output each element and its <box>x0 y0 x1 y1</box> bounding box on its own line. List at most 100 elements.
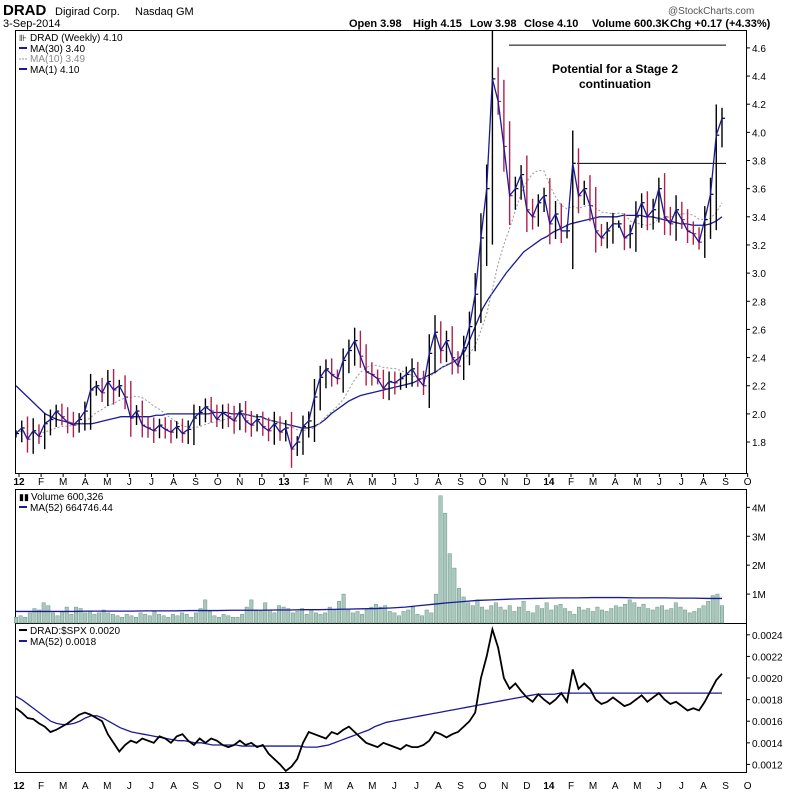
volume-bar <box>198 608 203 624</box>
x-axis-label: F <box>303 477 309 488</box>
volume-bar <box>415 614 420 624</box>
volume-bar <box>604 611 609 624</box>
volume-bar <box>373 603 378 624</box>
legend-volume: Volume 600,326 <box>31 492 104 503</box>
volume-bar <box>655 606 660 624</box>
high-value: High 4.15 <box>413 18 462 30</box>
volume-bar <box>378 606 383 624</box>
volume-bar <box>74 606 78 624</box>
volume-bar <box>586 608 591 624</box>
volume-bar <box>55 615 60 624</box>
volume-bar <box>50 612 55 624</box>
x-axis-label-bottom: A <box>82 781 89 792</box>
ratio-y-tick-label: 0.0020 <box>752 674 783 685</box>
price-y-tick-label: 2.6 <box>752 325 766 336</box>
x-axis-label-bottom: F <box>568 781 574 792</box>
volume-bar <box>683 609 688 624</box>
volume-bar <box>313 612 318 624</box>
volume-bar <box>544 602 549 624</box>
volume-bar <box>277 605 281 624</box>
volume-bar <box>720 605 724 624</box>
volume-bar <box>166 616 171 624</box>
volume-bar <box>97 612 102 624</box>
x-axis-label-bottom: N <box>501 781 508 792</box>
price-y-tick-label: 3.8 <box>752 157 766 168</box>
x-axis-label: A <box>700 477 707 488</box>
volume-bar <box>480 606 485 624</box>
volume-bar <box>115 615 120 624</box>
volume-bar <box>32 608 37 624</box>
volume-bar <box>203 599 208 624</box>
x-axis-label: A <box>435 477 442 488</box>
volume-bar <box>175 615 180 624</box>
close-value: Close 4.10 <box>524 18 578 30</box>
volume-bar <box>180 612 185 624</box>
x-axis-label-bottom: M <box>59 781 67 792</box>
x-axis-label-bottom: J <box>149 781 154 792</box>
volume-bar <box>503 609 508 624</box>
axes: 12 12 F F M M A A M M J J J J A A S S O O N N D D 13 13 F F M M A A M M J J… <box>13 473 752 792</box>
ratio-panel: 0.0024 0.0022 0.0020 0.0018 0.0016 0.0014 0.00… <box>15 625 783 773</box>
volume-bar <box>420 615 425 624</box>
volume-legend: ▮▮ Volume 600,326 MA(52) 664746.44 <box>19 492 113 514</box>
x-axis-label-bottom: A <box>612 781 619 792</box>
volume-bar <box>64 606 69 624</box>
volume-bar <box>300 608 305 624</box>
volume-bar <box>613 605 618 624</box>
volume-bar <box>286 608 291 624</box>
x-axis-label-bottom: S <box>722 781 729 792</box>
x-axis-label-bottom: D <box>258 781 265 792</box>
price-y-tick-label: 4.6 <box>752 44 766 55</box>
x-axis-label: F <box>568 477 574 488</box>
x-axis-label-bottom: A <box>700 781 707 792</box>
x-axis-label: D <box>258 477 265 488</box>
volume-bar <box>484 609 489 624</box>
volume-bar <box>263 602 268 624</box>
volume-bar <box>567 611 572 624</box>
price-y-tick-label: 4.2 <box>752 100 766 111</box>
volume-bar <box>530 612 535 624</box>
volume-bar <box>327 606 332 624</box>
x-axis-label: J <box>127 477 132 488</box>
volume-bar <box>632 602 637 624</box>
volume-bar <box>696 608 701 624</box>
x-axis-label: M <box>368 477 376 488</box>
x-axis-label-bottom: A <box>347 781 354 792</box>
volume-bar <box>710 595 715 624</box>
ratio-line <box>15 625 723 773</box>
volume-bar <box>309 609 314 624</box>
volume-bar <box>410 606 415 624</box>
volume-bar <box>318 614 323 624</box>
volume-bar <box>355 611 360 624</box>
volume-bar <box>235 616 240 624</box>
x-axis-label: O <box>214 477 222 488</box>
volume-bar <box>152 611 157 624</box>
price-y-tick-label: 4.0 <box>752 128 766 139</box>
volume-ma52-line <box>16 596 722 613</box>
x-axis-label-bottom: M <box>103 781 111 792</box>
volume-bar <box>397 615 401 624</box>
ratio-y-tick-label: 0.0016 <box>752 717 783 728</box>
volume-bar <box>161 615 166 624</box>
x-axis-label: D <box>523 477 530 488</box>
x-axis-label: S <box>192 477 199 488</box>
volume-bar <box>401 611 406 624</box>
volume-bar <box>18 615 23 624</box>
x-axis-label: A <box>347 477 354 488</box>
volume-bar <box>549 609 554 624</box>
x-axis-label-bottom: D <box>523 781 530 792</box>
volume-bar <box>184 614 189 624</box>
x-axis-label: O <box>479 477 487 488</box>
volume-bar <box>664 609 669 624</box>
ma1-line <box>15 78 723 451</box>
volume-bar <box>383 605 388 624</box>
price-y-tick-label: 2.8 <box>752 297 766 308</box>
ratio-legend: DRAD:$SPX 0.0020 MA(52) 0.0018 <box>19 626 120 648</box>
volume-bar <box>134 616 138 624</box>
volume-bar <box>609 608 614 624</box>
volume-bar <box>69 614 74 624</box>
volume-bar <box>475 599 480 624</box>
ratio-y-tick-label: 0.0022 <box>752 652 783 663</box>
volume-bar <box>253 609 258 624</box>
ratio-panel-frame <box>15 623 747 773</box>
